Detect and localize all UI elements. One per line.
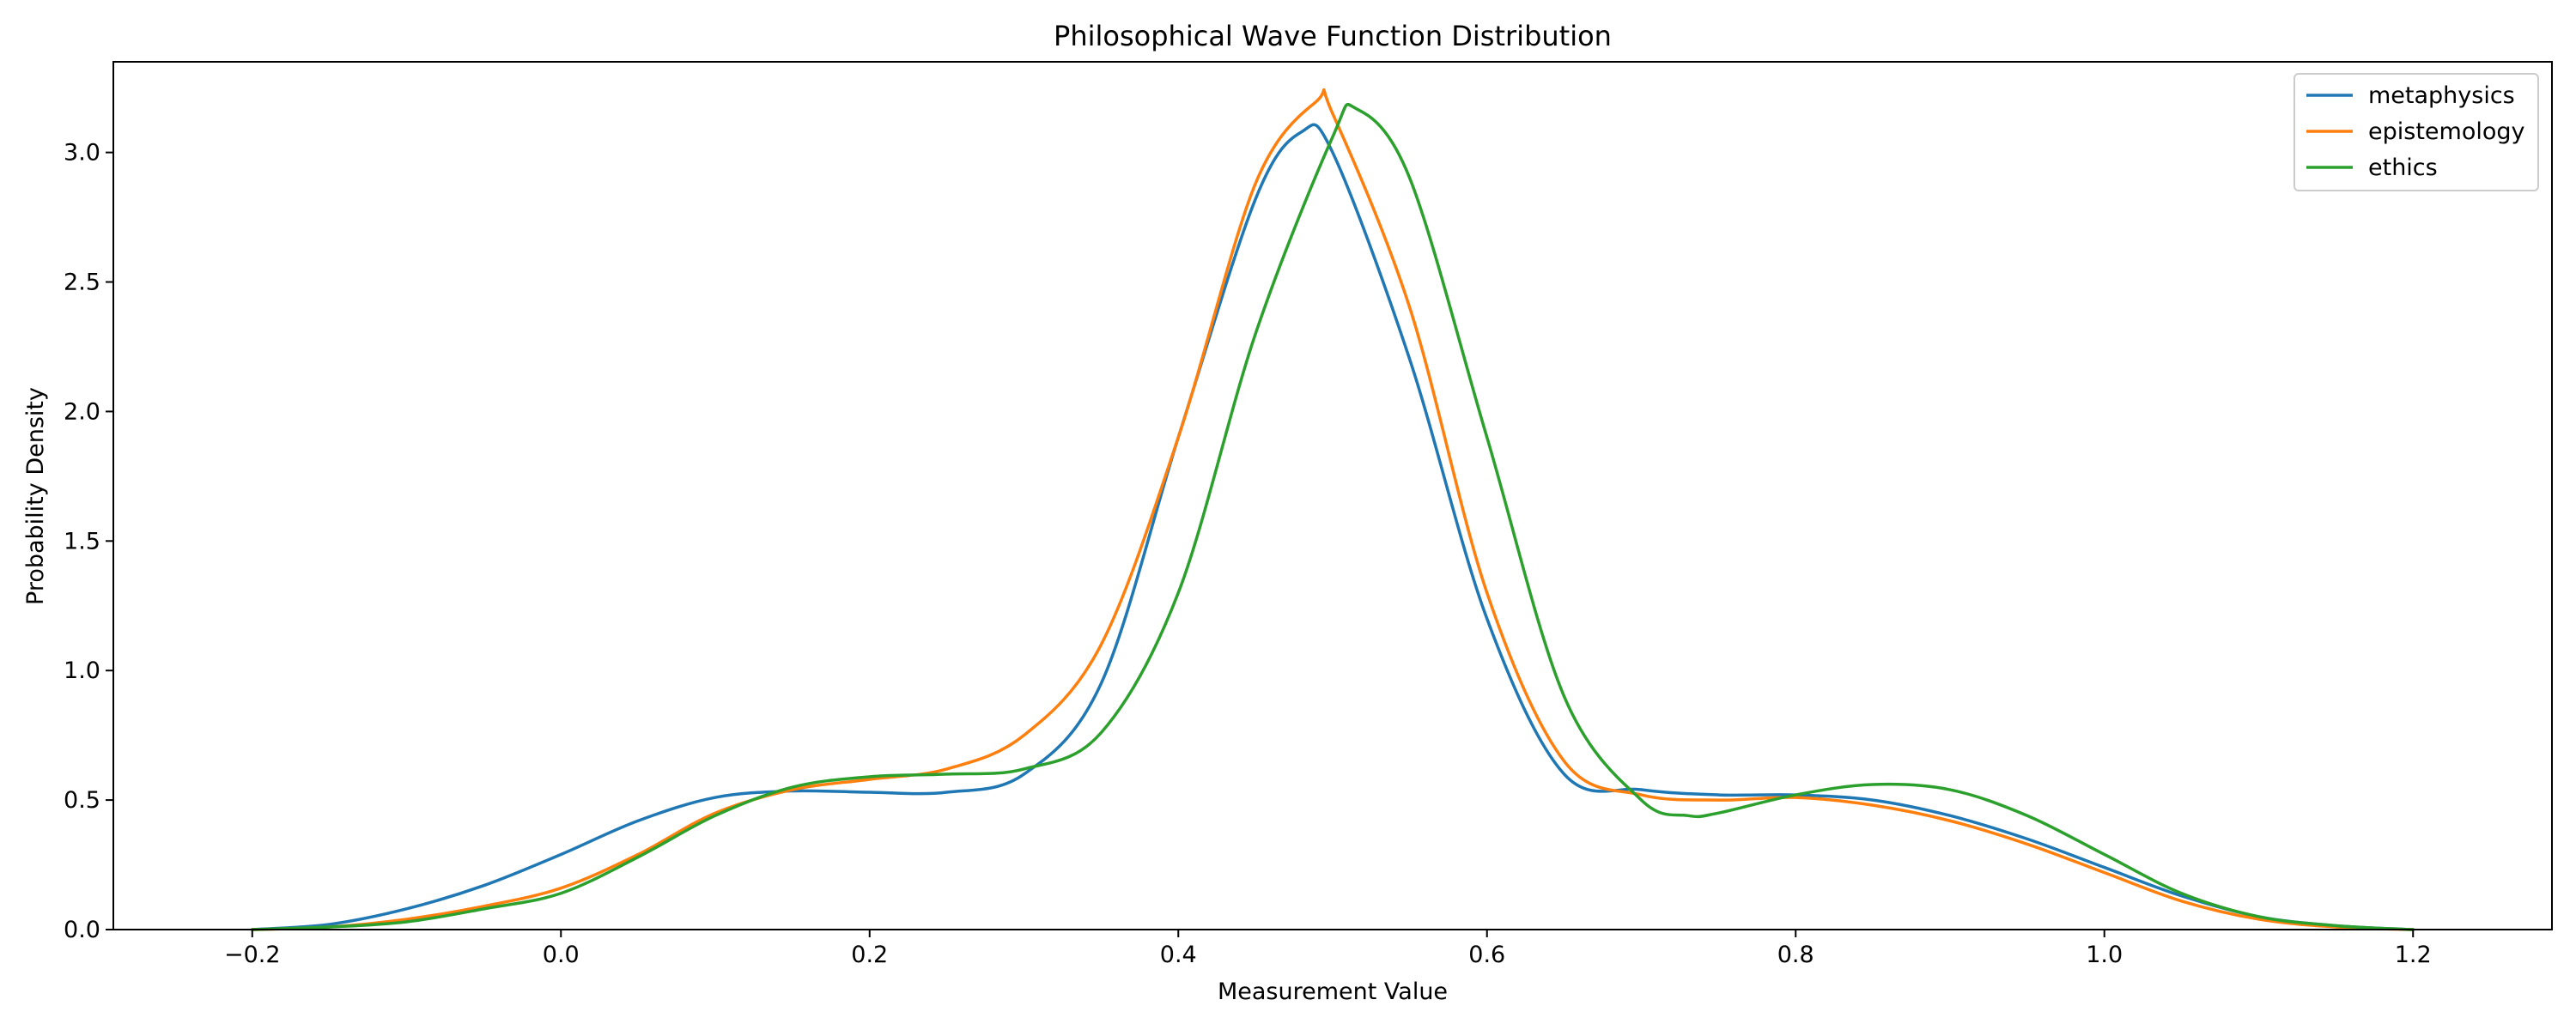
ticks-layer: −0.2 0.0 0.2 0.4 0.6 0.8 1.0 1.2 0.0 0.5 1.0 1.5 2.0… — [64, 140, 2432, 968]
y-tick-label: 1.5 — [64, 528, 100, 554]
x-tick-label: 1.0 — [2086, 942, 2123, 968]
y-tick-label: 1.0 — [64, 657, 100, 684]
chart-title: Philosophical Wave Function Distribution — [1054, 20, 1612, 52]
series-line-ethics — [251, 102, 2415, 931]
legend-box — [2293, 73, 2539, 191]
series-layer — [251, 88, 2415, 931]
plot-area-frame — [112, 61, 2553, 930]
y-tick-label: 2.5 — [64, 270, 100, 296]
x-tick-label: 0.4 — [1160, 942, 1197, 968]
y-tick-label: 0.0 — [64, 917, 100, 943]
x-tick-label: 0.6 — [1468, 942, 1505, 968]
series-line-epistemology — [251, 88, 2415, 931]
legend-label-epistemology: epistemology — [2368, 118, 2524, 145]
y-tick-label: 0.5 — [64, 787, 100, 814]
legend-label-metaphysics: metaphysics — [2368, 82, 2515, 109]
x-tick-label: 0.0 — [543, 942, 580, 968]
x-tick-label: 0.8 — [1777, 942, 1814, 968]
legend-label-ethics: ethics — [2368, 154, 2438, 181]
y-tick-label: 2.0 — [64, 398, 100, 425]
x-tick-label: 1.2 — [2395, 942, 2432, 968]
y-axis-label: Probability Density — [22, 387, 49, 605]
x-tick-label: 0.2 — [851, 942, 888, 968]
x-tick-label: −0.2 — [224, 942, 281, 968]
y-tick-label: 3.0 — [64, 140, 100, 167]
x-axis-label: Measurement Value — [1218, 978, 1448, 1005]
legend: metaphysics epistemology ethics — [2293, 73, 2539, 191]
series-line-metaphysics — [251, 123, 2415, 931]
